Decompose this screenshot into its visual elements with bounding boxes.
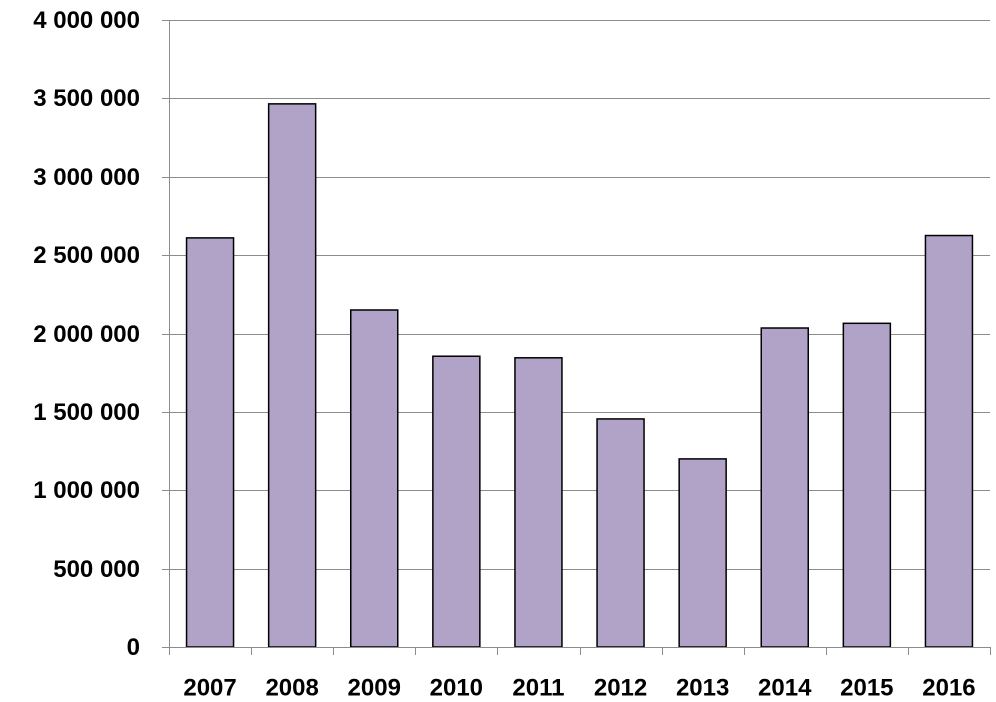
y-tick-label: 0 xyxy=(127,634,140,661)
y-tick-label: 1 000 000 xyxy=(33,477,140,504)
y-tick-label: 500 000 xyxy=(53,556,140,583)
bar-2010 xyxy=(432,355,481,648)
y-tick-label: 3 500 000 xyxy=(33,85,140,112)
x-tick-label: 2009 xyxy=(348,675,401,702)
x-tick-label: 2014 xyxy=(758,675,812,702)
x-tick-label: 2012 xyxy=(594,675,647,702)
bar-2013 xyxy=(678,458,727,648)
axes xyxy=(162,20,990,655)
y-tick-label: 2 500 000 xyxy=(33,242,140,269)
bar-2014 xyxy=(760,327,809,648)
bar-2009 xyxy=(350,309,399,648)
bar-2011 xyxy=(514,357,563,648)
bar-2012 xyxy=(596,418,645,648)
y-axis-tick-labels: 0 500 000 1 000 000 1 500 000 2 000 000 2 500… xyxy=(33,7,169,661)
x-tick-label: 2016 xyxy=(922,675,975,702)
y-tick-label: 1 500 000 xyxy=(33,399,140,426)
x-tick-label: 2010 xyxy=(430,675,483,702)
x-tick-label: 2008 xyxy=(265,675,318,702)
y-tick-label: 4 000 000 xyxy=(33,7,140,34)
bar-2008 xyxy=(267,103,317,648)
bar-2016 xyxy=(924,234,974,648)
x-tick-label: 2015 xyxy=(840,675,893,702)
x-tick-label: 2007 xyxy=(183,675,236,702)
bar-2007 xyxy=(185,237,235,648)
bars xyxy=(185,103,974,648)
x-tick-label: 2011 xyxy=(512,675,564,702)
x-axis-tick-labels: 2007 2008 2009 2010 2011 2012 2013 2014 2015 2016 xyxy=(169,647,991,702)
bar-2015 xyxy=(842,322,892,648)
y-tick-label: 2 000 000 xyxy=(33,321,140,348)
y-tick-label: 3 000 000 xyxy=(33,164,140,191)
x-tick-label: 2013 xyxy=(676,675,729,702)
